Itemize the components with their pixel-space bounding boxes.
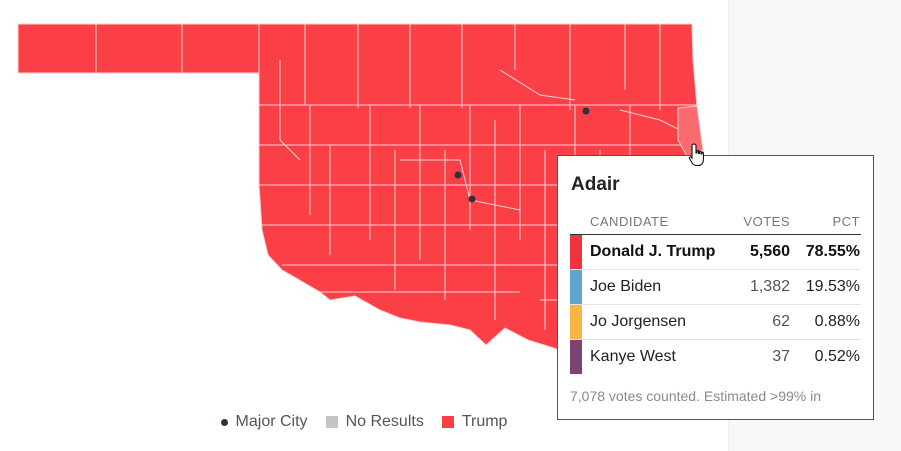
candidate-pct: 0.88% — [814, 313, 860, 330]
candidate-color-bar — [570, 235, 582, 269]
results-table-header: CANDIDATE VOTES PCT — [570, 208, 861, 235]
candidate-votes: 62 — [772, 313, 790, 330]
tooltip-county-name: Adair — [571, 174, 620, 195]
candidate-color-bar — [570, 340, 582, 374]
header-votes: VOTES — [743, 213, 790, 229]
county-results-tooltip: Adair CANDIDATE VOTES PCT Donald J. Trum… — [557, 155, 874, 420]
candidate-color-bar — [570, 305, 582, 339]
result-row-trump: Donald J. Trump 5,560 78.55% — [570, 235, 861, 270]
legend-label-trump: Trump — [461, 413, 508, 430]
legend-item-trump: Trump — [441, 413, 508, 431]
votes-counted-note: 7,078 votes counted. Estimated >99% in — [570, 388, 821, 404]
result-row-jorgensen: Jo Jorgensen 62 0.88% — [570, 305, 861, 340]
candidate-pct: 0.52% — [814, 348, 860, 365]
candidate-votes: 37 — [772, 348, 790, 365]
map-legend: Major City No Results Trump — [0, 411, 728, 433]
result-row-biden: Joe Biden 1,382 19.53% — [570, 270, 861, 305]
candidate-pct: 78.55% — [805, 243, 860, 260]
legend-item-no-results: No Results — [325, 413, 424, 431]
major-city-dot-icon — [220, 418, 228, 426]
header-pct: PCT — [832, 213, 860, 229]
no-results-swatch-icon — [325, 416, 338, 428]
trump-swatch-icon — [441, 416, 454, 428]
candidate-name: Donald J. Trump — [590, 243, 716, 260]
city-marker-tulsa[interactable] — [582, 107, 590, 115]
candidate-name: Jo Jorgensen — [590, 313, 687, 330]
header-candidate: CANDIDATE — [590, 213, 669, 229]
candidate-pct: 19.53% — [805, 278, 860, 295]
candidate-votes: 1,382 — [749, 278, 790, 295]
city-marker-oklahoma-city[interactable] — [454, 171, 462, 179]
legend-item-major-city: Major City — [220, 413, 308, 431]
result-row-west: Kanye West 37 0.52% — [570, 340, 861, 374]
candidate-name: Joe Biden — [590, 278, 662, 295]
results-table: CANDIDATE VOTES PCT Donald J. Trump 5,56… — [570, 208, 861, 374]
legend-label-major-city: Major City — [235, 413, 308, 430]
candidate-color-bar — [570, 270, 582, 304]
city-marker-norman[interactable] — [468, 195, 476, 203]
legend-label-no-results: No Results — [345, 413, 424, 430]
candidate-name: Kanye West — [590, 348, 676, 365]
candidate-votes: 5,560 — [749, 243, 790, 260]
hand-pointer-cursor-icon — [688, 143, 704, 167]
